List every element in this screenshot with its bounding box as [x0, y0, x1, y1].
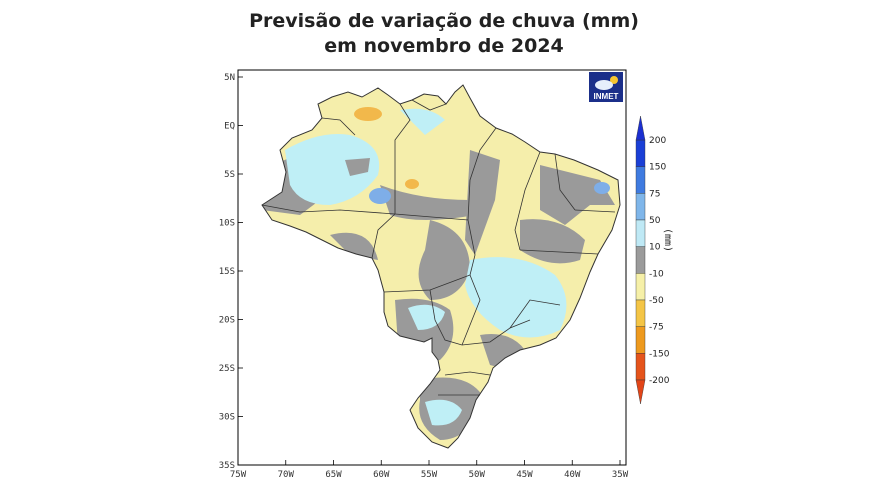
latitude-label: 20S [219, 316, 235, 326]
longitude-label: 65W [325, 470, 342, 480]
high-above-normal-area [594, 182, 610, 194]
longitude-label: 60W [373, 470, 390, 480]
colorbar-tick-label: -10 [649, 269, 664, 279]
above-normal-area [465, 257, 567, 338]
inmet-logo: INMET [589, 72, 623, 102]
colorbar-tick-label: -75 [649, 323, 664, 333]
latitude-label: 25S [219, 364, 235, 374]
colorbar-tick-label: 150 [649, 163, 666, 173]
country-border [261, 84, 621, 449]
above-normal-area [425, 399, 462, 426]
colorbar-segment [635, 299, 646, 327]
colorbar-segment [635, 273, 646, 301]
above-normal-area [285, 134, 380, 205]
latitude-label: 5N [224, 73, 235, 83]
colorbar-segment [635, 353, 646, 381]
map-title-line-2: em novembro de 2024 [324, 35, 564, 57]
near-normal-area [465, 150, 500, 255]
near-normal-area [380, 185, 475, 220]
latitude-label: 10S [219, 219, 235, 229]
near-normal-area [345, 158, 370, 176]
colorbar-bottom-arrow [635, 379, 646, 405]
below-normal-strong-area [354, 107, 382, 121]
longitude-label: 35W [612, 470, 629, 480]
longitude-label: 70W [278, 470, 295, 480]
below-normal-strong-area [405, 179, 419, 189]
cloud-icon [595, 80, 613, 90]
longitude-label: 75W [230, 470, 247, 480]
colorbar-top-arrow [635, 115, 646, 141]
colorbar-segment [635, 246, 646, 274]
longitude-label: 45W [516, 470, 533, 480]
longitude-label: 55W [421, 470, 438, 480]
colorbar-segment [635, 326, 646, 354]
colorbar-segment [635, 219, 646, 247]
near-normal-area [330, 232, 378, 260]
longitude-label: 50W [469, 470, 486, 480]
colorbar-tick-label: -150 [649, 349, 670, 359]
logo-text: INMET [594, 92, 619, 101]
latitude-label: EQ [224, 122, 235, 132]
map-title-line-1: Previsão de variação de chuva (mm) [249, 10, 639, 32]
high-above-normal-area [369, 188, 391, 204]
above-normal-area [408, 304, 445, 330]
colorbar-unit-label: (mm) [662, 228, 673, 252]
above-normal-area [400, 108, 445, 135]
longitude-labels: 75W 70W 65W 60W 55W 50W 45W 40W 35W [230, 460, 629, 480]
colorbar-segment [635, 193, 646, 221]
latitude-label: 5S [224, 170, 235, 180]
colorbar-segment [635, 139, 646, 167]
latitude-label: 30S [219, 413, 235, 423]
latitude-label: 15S [219, 267, 235, 277]
latitude-label: 35S [219, 461, 235, 471]
colorbar-tick-label: 10 [649, 243, 661, 253]
colorbar: 200 150 75 50 10 -10 -50 -75 -150 -200 [635, 115, 670, 405]
colorbar-tick-label: -50 [649, 296, 664, 306]
colorbar-tick-label: -200 [649, 376, 670, 386]
colorbar-tick-label: 50 [649, 216, 661, 226]
sun-icon [610, 76, 618, 84]
state-borders [261, 99, 616, 396]
longitude-label: 40W [564, 470, 581, 480]
colorbar-tick-label: 200 [649, 136, 666, 146]
latitude-labels: 5N EQ 5S 10S 15S 20S 25S 30S 35S [219, 73, 243, 471]
colorbar-tick-label: 75 [649, 189, 660, 199]
colorbar-segment [635, 166, 646, 194]
